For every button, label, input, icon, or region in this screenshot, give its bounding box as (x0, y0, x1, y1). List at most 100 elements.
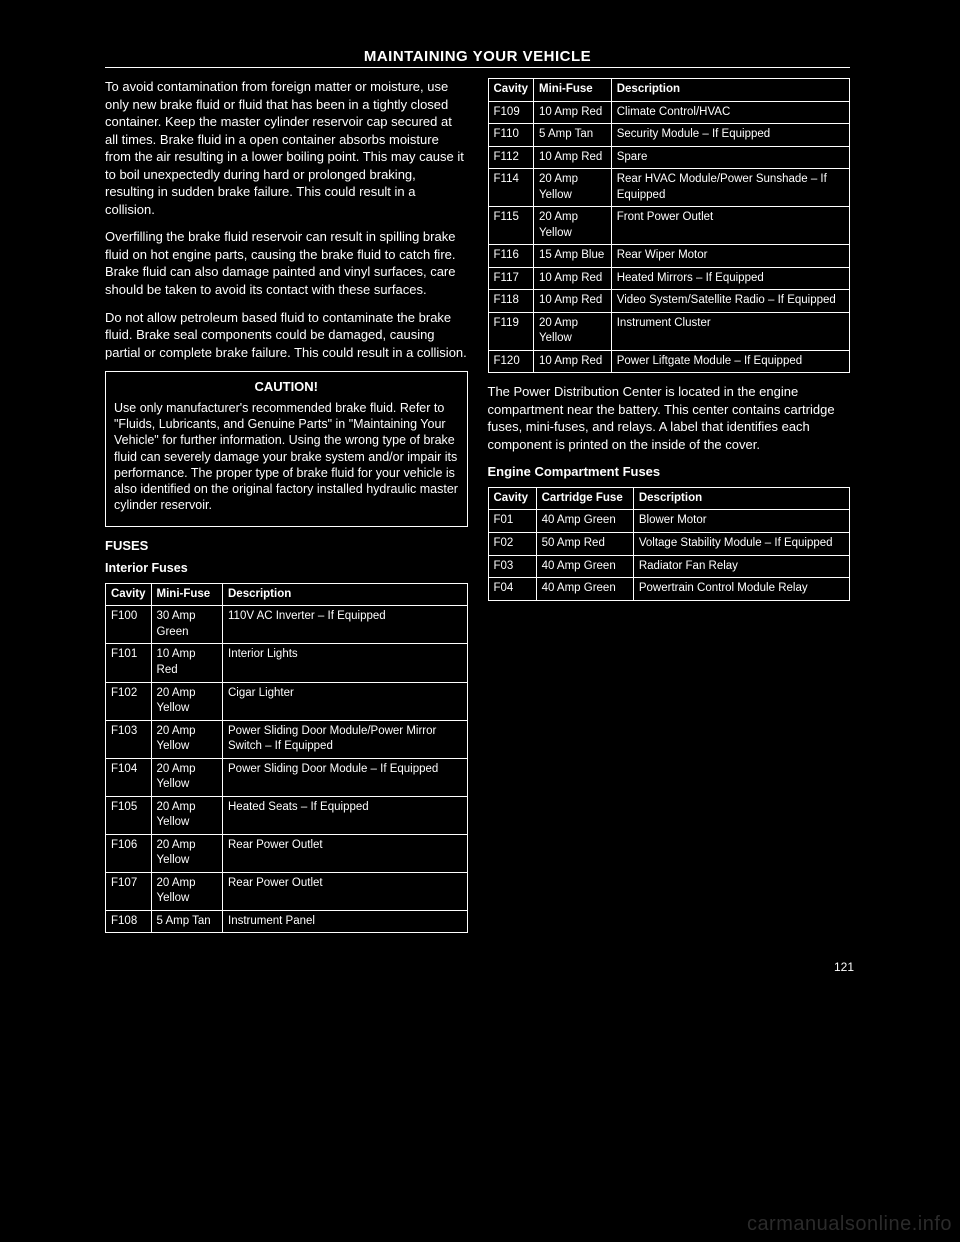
table-cell: 20 Amp Yellow (534, 169, 612, 207)
table-cell: 10 Amp Red (534, 290, 612, 313)
table-cell: 10 Amp Red (534, 267, 612, 290)
table-row: F10620 Amp YellowRear Power Outlet (106, 834, 468, 872)
table-cell: Cigar Lighter (223, 682, 468, 720)
table-cell: 110V AC Inverter – If Equipped (223, 606, 468, 644)
header-rule (105, 67, 850, 68)
watermark: carmanualsonline.info (747, 1213, 952, 1236)
table-cell: 20 Amp Yellow (151, 872, 222, 910)
warning-para-1: To avoid contamination from foreign matt… (105, 78, 468, 218)
table-cell: Instrument Cluster (611, 312, 849, 350)
pdc-description: The Power Distribution Center is located… (488, 383, 851, 453)
table-row: F0340 Amp GreenRadiator Fan Relay (488, 555, 850, 578)
table-cell: F120 (488, 350, 534, 373)
page-number: 121 (834, 960, 854, 974)
table-row: F11920 Amp YellowInstrument Cluster (488, 312, 850, 350)
table-cell: 10 Amp Red (151, 644, 222, 682)
table-cell: 20 Amp Yellow (151, 682, 222, 720)
table-row: F10420 Amp YellowPower Sliding Door Modu… (106, 758, 468, 796)
table-cell: Powertrain Control Module Relay (633, 578, 849, 601)
table-cell: F106 (106, 834, 152, 872)
table-cell: 20 Amp Yellow (534, 312, 612, 350)
table-cell: Radiator Fan Relay (633, 555, 849, 578)
col-description: Description (611, 79, 849, 102)
table-row: F0140 Amp GreenBlower Motor (488, 510, 850, 533)
table-cell: Heated Mirrors – If Equipped (611, 267, 849, 290)
caution-box: CAUTION! Use only manufacturer's recomme… (105, 371, 468, 526)
table-cell: F119 (488, 312, 534, 350)
interior-fuses-heading: Interior Fuses (105, 560, 468, 577)
table-cell: F109 (488, 101, 534, 124)
table-cell: 40 Amp Green (536, 578, 633, 601)
table-cell: F02 (488, 532, 536, 555)
col-description: Description (633, 487, 849, 510)
caution-title: CAUTION! (114, 378, 459, 396)
table-row: F11210 Amp RedSpare (488, 146, 850, 169)
table-cell: F04 (488, 578, 536, 601)
table-cell: 20 Amp Yellow (534, 207, 612, 245)
table-cell: 40 Amp Green (536, 555, 633, 578)
table-cell: Video System/Satellite Radio – If Equipp… (611, 290, 849, 313)
warning-para-3: Do not allow petroleum based fluid to co… (105, 309, 468, 362)
col-mini-fuse: Mini-Fuse (534, 79, 612, 102)
interior-fuses-table-cont: Cavity Mini-Fuse Description F10910 Amp … (488, 78, 851, 373)
left-column: To avoid contamination from foreign matt… (105, 78, 468, 943)
table-row: F10030 Amp Green110V AC Inverter – If Eq… (106, 606, 468, 644)
table-cell: Climate Control/HVAC (611, 101, 849, 124)
col-cartridge: Cartridge Fuse (536, 487, 633, 510)
table-cell: Rear HVAC Module/Power Sunshade – If Equ… (611, 169, 849, 207)
table-cell: Security Module – If Equipped (611, 124, 849, 147)
table-row: F11520 Amp YellowFront Power Outlet (488, 207, 850, 245)
table-row: F1085 Amp TanInstrument Panel (106, 910, 468, 933)
table-cell: F104 (106, 758, 152, 796)
table-header-row: Cavity Cartridge Fuse Description (488, 487, 850, 510)
engine-fuses-heading: Engine Compartment Fuses (488, 463, 851, 481)
table-header-row: Cavity Mini-Fuse Description (106, 583, 468, 606)
table-cell: F110 (488, 124, 534, 147)
table-row: F0440 Amp GreenPowertrain Control Module… (488, 578, 850, 601)
table-cell: F107 (106, 872, 152, 910)
table-cell: Power Liftgate Module – If Equipped (611, 350, 849, 373)
warning-para-2: Overfilling the brake fluid reservoir ca… (105, 228, 468, 298)
table-cell: F01 (488, 510, 536, 533)
fuses-heading: FUSES (105, 537, 468, 555)
table-row: F10520 Amp YellowHeated Seats – If Equip… (106, 796, 468, 834)
table-cell: 10 Amp Red (534, 146, 612, 169)
page-title: MAINTAINING YOUR VEHICLE (105, 48, 850, 65)
table-cell: F101 (106, 644, 152, 682)
col-cavity: Cavity (106, 583, 152, 606)
interior-fuses-table: Cavity Mini-Fuse Description F10030 Amp … (105, 583, 468, 933)
table-row: F1105 Amp TanSecurity Module – If Equipp… (488, 124, 850, 147)
table-cell: F108 (106, 910, 152, 933)
table-cell: Interior Lights (223, 644, 468, 682)
table-row: F0250 Amp RedVoltage Stability Module – … (488, 532, 850, 555)
table-row: F11810 Amp RedVideo System/Satellite Rad… (488, 290, 850, 313)
table-cell: Rear Power Outlet (223, 872, 468, 910)
table-cell: Heated Seats – If Equipped (223, 796, 468, 834)
table-cell: Voltage Stability Module – If Equipped (633, 532, 849, 555)
table-cell: Rear Wiper Motor (611, 245, 849, 268)
table-cell: 10 Amp Red (534, 101, 612, 124)
table-cell: Front Power Outlet (611, 207, 849, 245)
table-cell: F117 (488, 267, 534, 290)
table-cell: Instrument Panel (223, 910, 468, 933)
table-cell: F105 (106, 796, 152, 834)
table-row: F10110 Amp RedInterior Lights (106, 644, 468, 682)
table-cell: 5 Amp Tan (151, 910, 222, 933)
table-cell: F114 (488, 169, 534, 207)
col-description: Description (223, 583, 468, 606)
table-cell: F103 (106, 720, 152, 758)
col-cavity: Cavity (488, 79, 534, 102)
table-cell: 20 Amp Yellow (151, 758, 222, 796)
table-cell: F03 (488, 555, 536, 578)
table-cell: 10 Amp Red (534, 350, 612, 373)
table-cell: Spare (611, 146, 849, 169)
table-cell: Blower Motor (633, 510, 849, 533)
col-mini-fuse: Mini-Fuse (151, 583, 222, 606)
table-cell: 5 Amp Tan (534, 124, 612, 147)
table-cell: 20 Amp Yellow (151, 720, 222, 758)
table-cell: Rear Power Outlet (223, 834, 468, 872)
table-cell: F100 (106, 606, 152, 644)
table-row: F10910 Amp RedClimate Control/HVAC (488, 101, 850, 124)
table-cell: F116 (488, 245, 534, 268)
table-cell: F112 (488, 146, 534, 169)
